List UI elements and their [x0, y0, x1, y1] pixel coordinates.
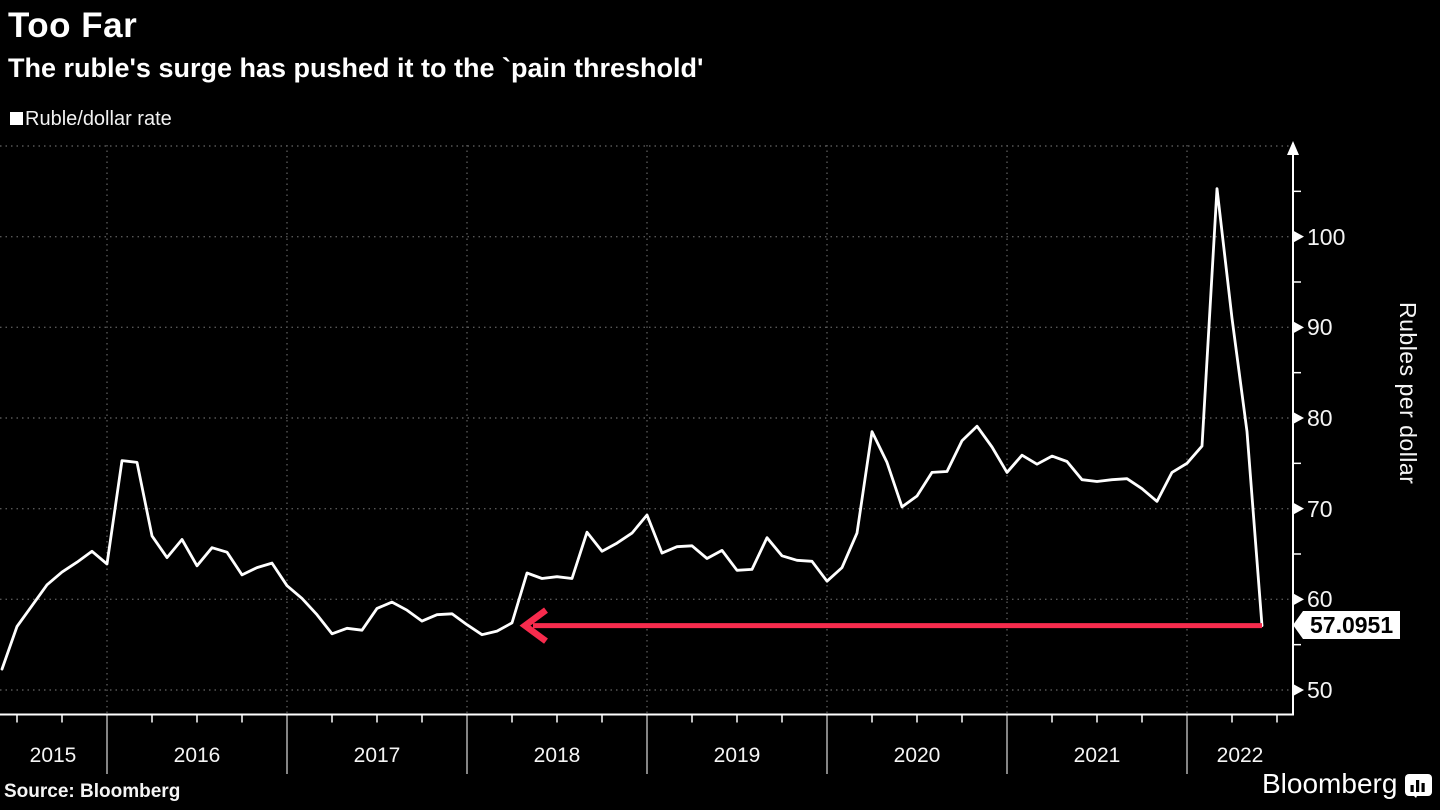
legend-marker-icon: [10, 112, 23, 125]
y-major-tick-icon: [1294, 684, 1304, 696]
y-major-tick-icon: [1294, 503, 1304, 515]
x-tick-label: 2021: [1073, 744, 1121, 767]
last-value-badge-pointer-icon: [1293, 611, 1303, 639]
y-major-tick-icon: [1294, 593, 1304, 605]
chart-subtitle: The ruble's surge has pushed it to the `…: [8, 53, 704, 83]
y-axis-top-arrow-icon: [1287, 141, 1299, 155]
chart-title: Too Far: [8, 6, 138, 45]
y-tick-label: 100: [1307, 223, 1346, 250]
annotation-arrowhead-icon: [519, 607, 548, 644]
y-axis-title: Rubles per dollar: [1395, 302, 1421, 485]
bloomberg-logo: Bloomberg: [1262, 768, 1433, 800]
x-tick-label: 2017: [353, 744, 401, 767]
x-tick-label: 2016: [173, 744, 221, 767]
y-tick-label: 50: [1307, 677, 1333, 703]
y-tick-label: 70: [1307, 495, 1333, 522]
legend: Ruble/dollar rate: [10, 108, 172, 131]
y-tick-label: 90: [1307, 314, 1333, 341]
x-tick-label: 2018: [533, 744, 581, 767]
y-tick-label: 80: [1307, 404, 1333, 431]
last-value-badge: 57.0951: [1303, 611, 1401, 639]
y-major-tick-icon: [1294, 321, 1304, 333]
y-major-tick-icon: [1294, 231, 1304, 243]
x-tick-label: 2015: [29, 744, 77, 767]
y-major-tick-icon: [1294, 412, 1304, 424]
ruble-rate-line: [0, 187, 1264, 671]
source-credit: Source: Bloomberg: [4, 781, 181, 802]
legend-label: Ruble/dollar rate: [25, 108, 172, 130]
x-tick-label: 2022: [1216, 744, 1264, 767]
x-tick-label: 2019: [713, 744, 761, 767]
bloomberg-logo-text: Bloomberg: [1262, 768, 1398, 799]
y-tick-label: 60: [1307, 586, 1333, 613]
bloomberg-chart-icon: [1405, 773, 1433, 798]
x-tick-label: 2020: [893, 744, 941, 767]
